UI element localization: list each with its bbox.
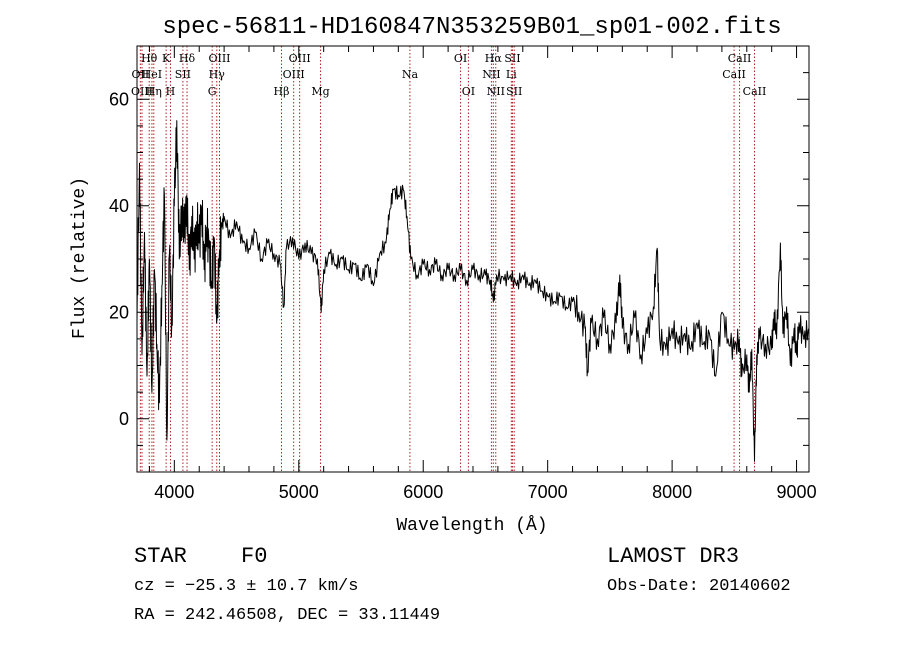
line-marker-label: H bbox=[166, 85, 176, 98]
line-marker-label: SII bbox=[506, 85, 522, 98]
line-marker-label: OII bbox=[132, 68, 150, 81]
line-marker-label: Hη bbox=[146, 85, 162, 98]
flux-series bbox=[136, 120, 810, 462]
line-marker-label: CaII bbox=[743, 85, 767, 98]
y-tick-label: 60 bbox=[109, 89, 129, 109]
line-marker-label: Hδ bbox=[179, 52, 196, 65]
line-marker-label: NII bbox=[487, 85, 505, 98]
observation-date: Obs-Date: 20140602 bbox=[607, 577, 791, 596]
line-marker-label: OIII bbox=[289, 52, 311, 65]
line-marker-label: Na bbox=[402, 68, 419, 81]
line-marker-label: NII bbox=[482, 68, 500, 81]
sky-coordinates: RA = 242.46508, DEC = 33.11449 bbox=[134, 606, 440, 625]
line-marker-label: CaII bbox=[728, 52, 752, 65]
x-tick-label: 4000 bbox=[154, 482, 194, 502]
line-marker-label: HeI bbox=[142, 68, 162, 81]
y-tick-label: 40 bbox=[109, 196, 129, 216]
line-markers bbox=[139, 46, 755, 472]
y-tick-label: 0 bbox=[119, 409, 129, 429]
object-class: STAR bbox=[134, 544, 187, 569]
line-marker-label: OIII bbox=[208, 52, 230, 65]
plot-frame bbox=[136, 45, 810, 473]
line-marker-label: OI bbox=[454, 52, 467, 65]
line-marker-label: Hβ bbox=[274, 85, 290, 98]
line-marker-label: SII bbox=[504, 52, 520, 65]
redshift-value: cz = −25.3 ± 10.7 km/s bbox=[134, 577, 358, 596]
x-tick-label: 6000 bbox=[403, 482, 443, 502]
x-tick-label: 9000 bbox=[777, 482, 817, 502]
flux-line bbox=[136, 120, 810, 462]
line-marker-label: OIII bbox=[283, 68, 305, 81]
x-tick-label: 5000 bbox=[279, 482, 319, 502]
line-marker-label: Li bbox=[506, 68, 517, 81]
line-marker-label: Hγ bbox=[209, 68, 226, 81]
line-marker-label: OIII bbox=[131, 85, 153, 98]
line-marker-label: Hα bbox=[485, 52, 503, 65]
y-axis-label: Flux (relative) bbox=[70, 177, 90, 339]
x-axis-label: Wavelength (Å) bbox=[396, 515, 547, 536]
line-marker-label: Hθ bbox=[141, 52, 158, 65]
y-tick-label: 20 bbox=[109, 302, 129, 322]
line-marker-label: SII bbox=[175, 68, 191, 81]
line-marker-label: K bbox=[162, 52, 171, 65]
x-tick-label: 7000 bbox=[528, 482, 568, 502]
x-tick-label: 8000 bbox=[652, 482, 692, 502]
x-axis-ticks: 4000 5000 6000 7000 8000 9000 bbox=[148, 46, 817, 502]
chart-title: spec-56811-HD160847N353259B01_sp01-002.f… bbox=[162, 14, 781, 41]
line-marker-label: CaII bbox=[722, 68, 746, 81]
line-marker-label: OI bbox=[462, 85, 475, 98]
survey-name: LAMOST DR3 bbox=[607, 544, 739, 569]
line-marker-label: G bbox=[208, 85, 217, 98]
line-marker-label: Mg bbox=[311, 85, 329, 98]
object-subclass: F0 bbox=[241, 544, 267, 569]
y-axis-ticks: 0 20 40 60 bbox=[109, 45, 809, 473]
